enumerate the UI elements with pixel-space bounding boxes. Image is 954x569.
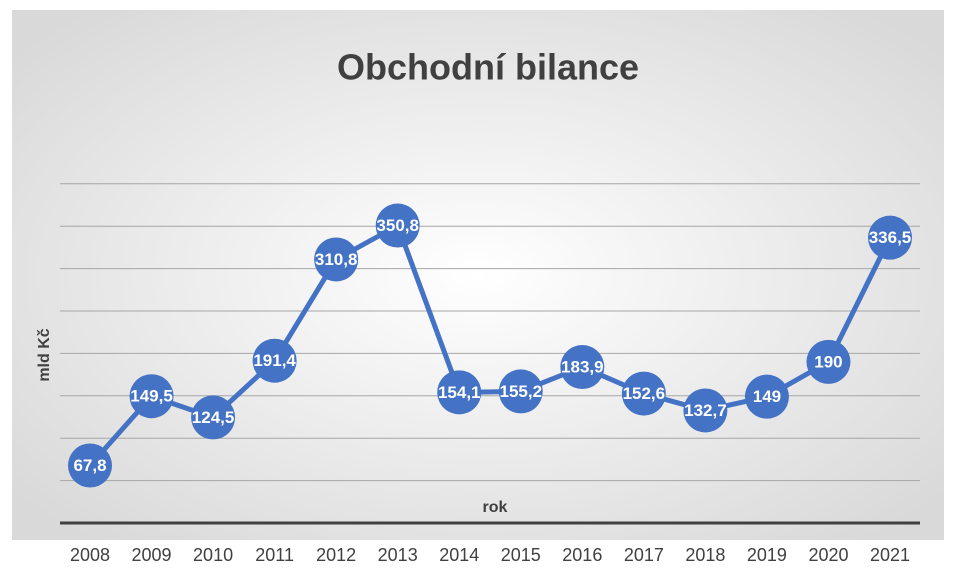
x-tick-label: 2014 — [439, 545, 479, 565]
data-label: 154,1 — [438, 383, 481, 402]
x-tick-label: 2021 — [870, 545, 910, 565]
data-label: 336,5 — [869, 228, 912, 247]
marker — [252, 338, 297, 383]
x-tick-label: 2008 — [70, 545, 110, 565]
x-tick-label: 2019 — [747, 545, 787, 565]
data-label: 191,4 — [253, 351, 296, 370]
marker — [621, 371, 666, 416]
marker — [191, 395, 236, 440]
x-axis-label: rok — [483, 499, 508, 516]
x-tick-label: 2013 — [378, 545, 418, 565]
chart-area — [12, 10, 944, 540]
data-label: 132,7 — [684, 401, 727, 420]
x-tick-label: 2017 — [624, 545, 664, 565]
marker — [806, 339, 851, 384]
marker — [744, 374, 789, 419]
x-tick-label: 2010 — [193, 545, 233, 565]
data-label: 350,8 — [376, 216, 419, 235]
data-label: 67,8 — [73, 456, 106, 475]
marker — [437, 370, 482, 415]
marker — [498, 369, 543, 414]
marker — [868, 215, 912, 260]
x-tick-label: 2015 — [501, 545, 541, 565]
x-tick-label: 2012 — [316, 545, 356, 565]
marker — [375, 203, 420, 248]
x-tick-label: 2011 — [255, 545, 294, 565]
data-label: 155,2 — [499, 382, 542, 401]
x-tick-label: 2020 — [808, 545, 848, 565]
data-label: 149,5 — [130, 387, 173, 406]
x-tick-label: 2018 — [685, 545, 725, 565]
x-tick-label: 2016 — [562, 545, 602, 565]
marker — [314, 237, 359, 282]
data-label: 152,6 — [623, 384, 666, 403]
chart-title: Obchodní bilance — [337, 47, 639, 88]
marker — [129, 374, 174, 419]
data-label: 310,8 — [315, 250, 358, 269]
marker — [68, 443, 112, 488]
data-label: 124,5 — [192, 408, 235, 427]
data-label: 149 — [753, 387, 781, 406]
y-axis-label: mld Kč — [36, 328, 53, 381]
data-label: 183,9 — [561, 358, 604, 377]
x-tick-label: 2009 — [132, 545, 172, 565]
marker — [683, 388, 728, 433]
marker — [560, 345, 605, 390]
data-label: 190 — [814, 352, 842, 371]
